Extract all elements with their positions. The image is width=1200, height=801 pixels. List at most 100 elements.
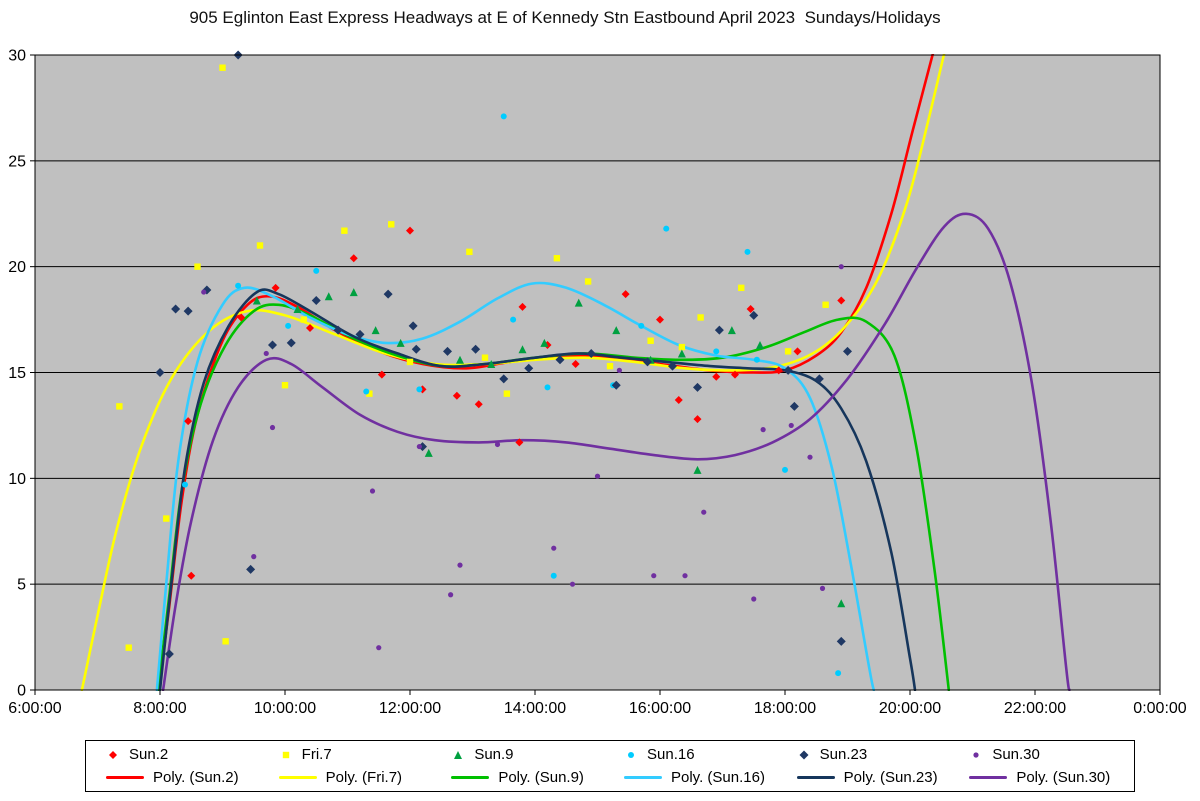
diamond-marker-sun-23 <box>643 357 652 367</box>
triangle-marker-sun-9 <box>424 448 433 457</box>
legend-label: Sun.9 <box>474 746 514 763</box>
square-marker-fri-7 <box>388 221 395 228</box>
legend-label: Poly. (Sun.2) <box>153 769 239 786</box>
circle-marker-sun-30 <box>551 545 557 551</box>
legend-item-poly-fri-7: Poly. (Fri.7) <box>265 769 438 786</box>
circle-marker-sun-30 <box>457 562 463 568</box>
trendline-poly-sun-30 <box>161 212 1071 691</box>
diamond-marker-sun-2 <box>837 296 846 305</box>
circle-marker-sun-30 <box>569 581 576 587</box>
plot-border <box>34 54 1161 691</box>
chart-title: 905 Eglinton East Express Headways at E … <box>189 8 941 27</box>
circle-marker-sun-16 <box>363 388 370 395</box>
circle-marker-sun-30 <box>263 350 269 357</box>
diamond-marker-sun-23 <box>783 365 793 375</box>
circle-marker-sun-30 <box>788 422 794 429</box>
square-marker-fri-7 <box>256 242 264 249</box>
triangle-marker-sun-9 <box>693 465 702 474</box>
diamond-marker-sun-23 <box>155 368 165 377</box>
triangle-marker-sun-9 <box>396 338 405 347</box>
square-marker-fri-7 <box>222 638 229 645</box>
diamond-marker-sun-2 <box>184 417 193 426</box>
legend-item-sun-30: Sun.30 <box>955 746 1128 763</box>
circle-marker-sun-30 <box>819 585 826 592</box>
diamond-marker-sun-2 <box>746 305 755 313</box>
square-marker-fri-7 <box>406 358 414 366</box>
circle-marker-sun-30 <box>594 473 601 479</box>
diamond-marker-sun-2 <box>515 438 524 447</box>
circle-marker-sample <box>973 751 979 758</box>
diamond-marker-sun-2 <box>621 290 630 299</box>
trendline-sample-icon <box>969 776 1008 779</box>
trendlines-group <box>80 54 1071 691</box>
diamond-marker-sun-2 <box>656 315 664 324</box>
diamond-marker-sun-23 <box>789 401 799 411</box>
diamond-marker-sun-2 <box>474 400 483 409</box>
triangle-marker-sun-9 <box>612 326 621 335</box>
circle-marker-sun-30 <box>251 554 257 560</box>
circle-marker-sun-30 <box>751 596 757 602</box>
legend-label: Poly. (Sun.23) <box>843 769 938 786</box>
triangle-marker-sun-9 <box>252 296 261 305</box>
circle-marker-sun-30 <box>416 443 422 450</box>
square-marker-fri-7 <box>163 515 170 522</box>
diamond-marker-sun-23 <box>843 346 852 356</box>
legend-item-sun-2: Sun.2 <box>92 746 265 763</box>
triangle-marker-sun-9 <box>293 305 302 313</box>
diamond-marker-sun-2 <box>377 370 386 379</box>
trendline-sample-icon <box>451 776 490 779</box>
circle-marker-sun-16 <box>744 248 751 255</box>
x-tick-label: 20:00:00 <box>879 700 941 717</box>
x-tick-label: 10:00:00 <box>254 700 316 717</box>
square-marker-fri-7 <box>503 390 511 397</box>
circle-marker-sun-30 <box>448 592 454 598</box>
legend-label: Sun.2 <box>129 746 169 763</box>
triangle-marker-sun-9 <box>324 292 333 301</box>
diamond-marker-sun-2 <box>237 313 246 322</box>
square-marker-fri-7 <box>219 64 226 71</box>
diamond-marker-sun-2 <box>187 571 196 580</box>
diamond-marker-sun-2 <box>452 391 461 400</box>
circle-marker-sun-30 <box>269 424 276 431</box>
diamond-marker-sun-23 <box>408 321 418 331</box>
diamond-marker-sun-2 <box>406 226 414 235</box>
legend-item-poly-sun-23: Poly. (Sun.23) <box>783 769 956 786</box>
circle-marker-sun-16 <box>182 481 188 488</box>
y-tick-label: 30 <box>8 48 26 65</box>
diamond-marker-icon <box>106 748 120 762</box>
y-tick-label: 0 <box>17 683 26 700</box>
triangle-marker-icon <box>451 748 465 762</box>
diamond-marker-sun-23 <box>611 380 621 390</box>
trendline-poly-sun-16 <box>155 281 876 691</box>
diamond-marker-sun-2 <box>774 366 783 375</box>
series-sun-9 <box>252 288 846 608</box>
circle-marker-sun-16 <box>235 282 242 289</box>
circle-marker-sun-16 <box>544 384 551 391</box>
diamond-marker-sun-2 <box>693 415 702 424</box>
diamond-marker-sun-23 <box>183 306 193 316</box>
square-marker-fri-7 <box>738 284 745 292</box>
diamond-marker-sun-23 <box>555 355 565 365</box>
legend-label: Poly. (Sun.16) <box>671 769 765 786</box>
y-tick-label: 10 <box>8 471 26 488</box>
circle-marker-sun-16 <box>285 322 292 329</box>
x-tick-label: 6:00:00 <box>8 700 61 717</box>
circle-marker-sun-30 <box>760 427 766 433</box>
triangle-marker-sample <box>454 750 463 759</box>
circle-marker-sun-16 <box>550 572 557 579</box>
diamond-marker-sun-23 <box>246 564 256 574</box>
circle-marker-sun-16 <box>713 348 720 355</box>
diamond-marker-icon <box>797 748 811 762</box>
square-marker-sample <box>282 751 289 758</box>
diamond-marker-sun-2 <box>271 283 280 292</box>
circle-marker-sun-30 <box>201 289 207 295</box>
diamond-marker-sun-23 <box>411 344 421 354</box>
diamond-marker-sun-23 <box>383 289 393 299</box>
y-tick-label: 25 <box>8 153 26 170</box>
legend-item-poly-sun-2: Poly. (Sun.2) <box>92 769 265 786</box>
triangle-marker-sun-9 <box>349 288 358 297</box>
circle-marker-sun-30 <box>651 573 657 579</box>
diamond-marker-sun-23 <box>668 361 677 371</box>
